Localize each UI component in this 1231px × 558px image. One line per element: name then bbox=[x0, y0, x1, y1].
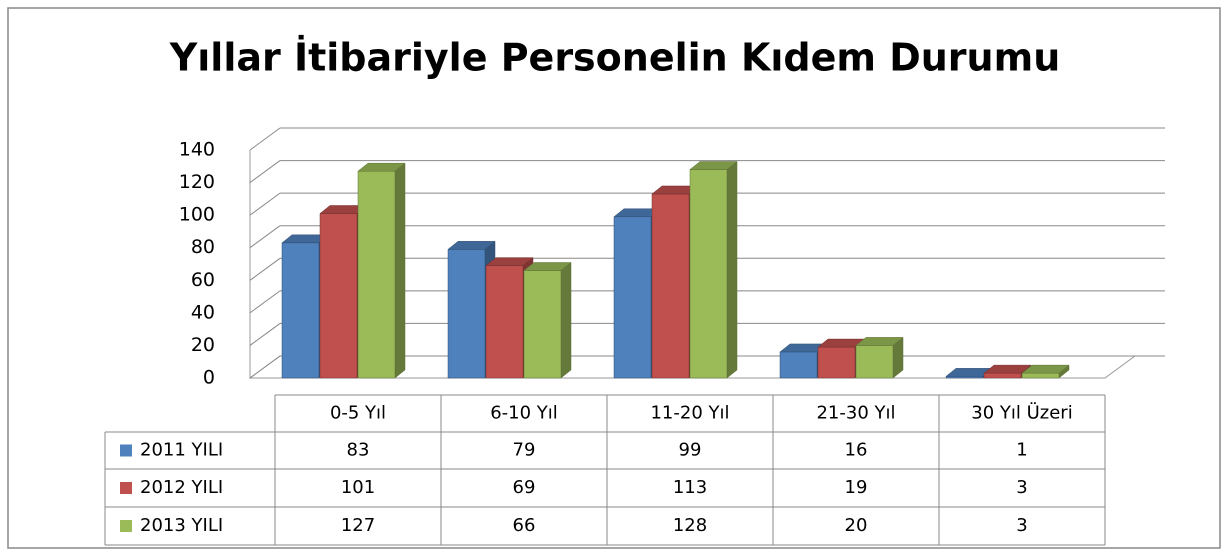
data-label: 99 bbox=[679, 440, 702, 461]
x-tick-label: 11-20 Yıl bbox=[650, 403, 729, 424]
bar-front bbox=[983, 372, 1022, 379]
y-tick-label: 20 bbox=[191, 334, 215, 356]
bar-side bbox=[726, 161, 738, 379]
y-tick-label: 80 bbox=[191, 236, 215, 258]
data-label: 3 bbox=[1016, 515, 1027, 536]
y-tick-label: 140 bbox=[179, 139, 215, 161]
bar bbox=[357, 162, 406, 379]
bar-front bbox=[281, 242, 320, 379]
data-label: 69 bbox=[513, 477, 536, 498]
bar-top bbox=[357, 162, 406, 172]
data-label: 3 bbox=[1016, 477, 1027, 498]
bar-top bbox=[689, 161, 738, 170]
legend-label: 2011 YILI bbox=[140, 440, 223, 461]
bar-front bbox=[319, 213, 358, 379]
data-label: 16 bbox=[845, 440, 868, 461]
chart-title: Yıllar İtibariyle Personelin Kıdem Durum… bbox=[169, 36, 1061, 80]
bar-top bbox=[1021, 364, 1070, 374]
bar-top bbox=[485, 257, 534, 266]
bar-top bbox=[523, 262, 572, 271]
bar-front bbox=[523, 270, 562, 379]
y-tick-label: 40 bbox=[191, 301, 215, 323]
y-tick-label: 0 bbox=[203, 367, 215, 389]
bar-front bbox=[357, 170, 396, 379]
data-label: 79 bbox=[513, 440, 536, 461]
data-label: 19 bbox=[845, 477, 868, 498]
bar-front bbox=[651, 193, 690, 379]
grid-line-side bbox=[249, 225, 281, 249]
grid-line-side bbox=[249, 192, 281, 216]
grid-line-side bbox=[249, 290, 281, 314]
bar-top bbox=[983, 364, 1032, 374]
bar bbox=[689, 161, 738, 379]
x-tick-label: 6-10 Yıl bbox=[490, 403, 558, 424]
bar bbox=[855, 336, 904, 379]
bar bbox=[1021, 364, 1070, 379]
bar-front bbox=[447, 249, 486, 379]
data-label: 66 bbox=[513, 515, 536, 536]
data-label: 113 bbox=[673, 477, 707, 498]
legend-label: 2013 YILI bbox=[140, 515, 223, 536]
data-label: 20 bbox=[845, 515, 868, 536]
legend-swatch bbox=[120, 520, 132, 532]
x-tick-label: 0-5 Yıl bbox=[330, 403, 386, 424]
grid-line-side bbox=[249, 355, 281, 379]
bar-top bbox=[447, 241, 496, 250]
bar-top bbox=[855, 337, 904, 346]
legend-label: 2012 YILI bbox=[140, 477, 223, 498]
grid-line-side bbox=[249, 127, 281, 151]
bar-front bbox=[779, 351, 818, 379]
legend-swatch bbox=[120, 444, 132, 457]
data-label: 101 bbox=[341, 477, 375, 498]
y-tick-label: 60 bbox=[191, 269, 215, 291]
grid-line-side bbox=[249, 323, 281, 346]
bar-front bbox=[485, 265, 524, 379]
bar-front bbox=[613, 216, 652, 379]
x-tick-label: 30 Yıl Üzeri bbox=[971, 402, 1072, 424]
y-tick-label: 100 bbox=[179, 204, 215, 226]
data-label: 1 bbox=[1016, 440, 1027, 461]
x-tick-label: 21-30 Yıl bbox=[816, 403, 895, 424]
bar-side bbox=[394, 162, 406, 379]
bar-side bbox=[560, 261, 572, 379]
grid-line-side bbox=[249, 160, 281, 183]
y-tick-label: 120 bbox=[179, 171, 215, 193]
legend-swatch bbox=[120, 482, 132, 494]
data-label: 127 bbox=[341, 515, 375, 536]
grid-line-side bbox=[249, 257, 281, 281]
bar-front bbox=[1021, 372, 1060, 379]
data-label: 128 bbox=[673, 515, 707, 536]
bar-front bbox=[855, 345, 894, 379]
bar-front bbox=[689, 169, 728, 379]
data-label: 83 bbox=[347, 440, 370, 461]
bar-front bbox=[817, 346, 856, 379]
bar bbox=[523, 261, 572, 379]
